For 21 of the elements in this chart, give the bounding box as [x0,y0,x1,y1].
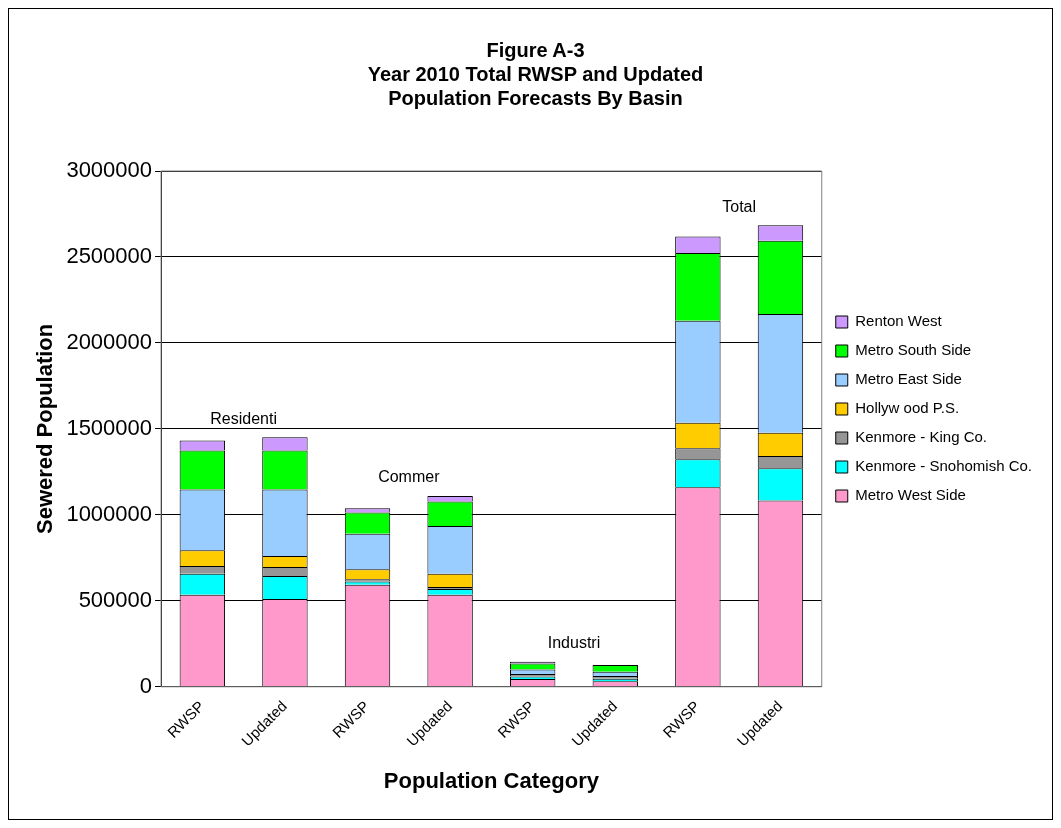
x-axis-title: Population Category [383,767,600,793]
y-tick-label: 3000000 [66,157,153,183]
y-tick-label: 1000000 [66,500,153,526]
y-tick-label: 2500000 [66,243,153,269]
legend-label: Metro East Side [855,370,962,388]
legend-label: Renton West [855,312,943,330]
annotation: Industri [547,634,601,652]
y-tick-label: 2000000 [66,328,153,354]
legend-label: Kenmore - Snohomish Co. [855,457,1032,475]
legend-label: Metro West Side [855,486,966,504]
y-tick-label: 1500000 [66,414,153,440]
y-tick-label: 0 [139,672,153,698]
chart-title: Figure A-3 Year 2010 Total RWSP and Updated Population Forecasts By Basin [367,38,704,109]
legend-label: Kenmore - King Co. [855,428,987,446]
annotation: Commer [378,468,441,486]
legend-label: Metro South Side [855,341,972,359]
annotation: Total [722,197,757,215]
y-tick-label: 500000 [78,586,153,612]
annotation: Residenti [210,409,277,427]
y-axis-title: Sewered Population [32,323,58,535]
legend-label: Hollyw ood P.S. [855,399,960,417]
